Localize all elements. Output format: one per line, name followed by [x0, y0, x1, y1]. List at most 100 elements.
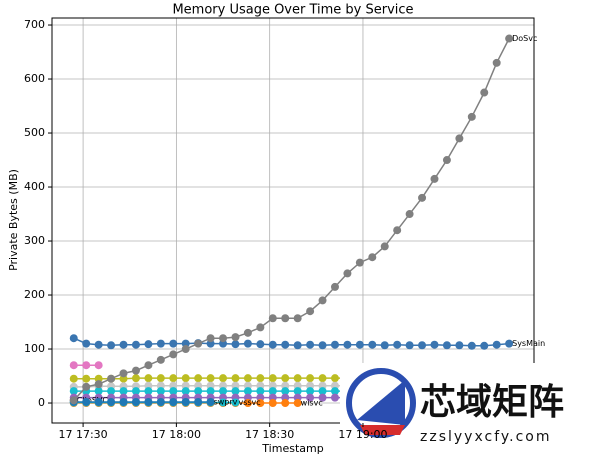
point: [442, 156, 451, 165]
y-axis-label: Private Bytes (MB): [7, 169, 20, 271]
y-tick-label: 100: [24, 342, 45, 355]
point: [330, 387, 339, 396]
y-tick-label: 0: [38, 396, 45, 409]
point: [243, 374, 252, 383]
point: [94, 397, 103, 406]
point: [505, 34, 514, 43]
point: [94, 380, 103, 389]
point: [144, 361, 153, 370]
point: [131, 374, 140, 383]
point: [492, 58, 501, 67]
point: [318, 393, 327, 402]
point: [393, 226, 402, 235]
point: [156, 387, 165, 396]
point: [306, 340, 315, 349]
point: [281, 399, 290, 408]
point: [293, 399, 302, 408]
point: [243, 328, 252, 337]
point: [194, 397, 203, 406]
point: [380, 341, 389, 350]
point: [169, 339, 178, 348]
point: [231, 333, 240, 342]
point: [368, 340, 377, 349]
point: [306, 307, 315, 316]
point: [306, 374, 315, 383]
point: [281, 387, 290, 396]
point: [206, 374, 215, 383]
point: [206, 387, 215, 396]
point: [430, 174, 439, 183]
watermark-logo-shape: [357, 380, 405, 425]
series-label: DoSvc: [512, 34, 537, 43]
y-tick-label: 300: [24, 234, 45, 247]
point: [194, 339, 203, 348]
point: [107, 387, 116, 396]
point: [131, 340, 140, 349]
point: [293, 387, 302, 396]
point: [256, 387, 265, 396]
point: [219, 374, 228, 383]
point: [256, 323, 265, 332]
point: [268, 399, 277, 408]
point: [82, 374, 91, 383]
point: [293, 341, 302, 350]
point: [206, 334, 215, 343]
point: [256, 374, 265, 383]
point: [156, 374, 165, 383]
point: [107, 397, 116, 406]
point: [505, 339, 514, 348]
point: [69, 387, 78, 396]
point: [380, 242, 389, 251]
point: [330, 374, 339, 383]
point: [343, 340, 352, 349]
point: [281, 314, 290, 323]
watermark-url: zzslyyxcfy.com: [420, 429, 552, 445]
point: [69, 374, 78, 383]
point: [144, 397, 153, 406]
point: [156, 339, 165, 348]
point: [119, 340, 128, 349]
point: [219, 398, 228, 407]
point: [281, 340, 290, 349]
point: [131, 387, 140, 396]
point: [231, 398, 240, 407]
series-label: ClipSVC: [77, 396, 109, 405]
point: [418, 193, 427, 202]
x-axis-label: Timestamp: [261, 442, 323, 455]
point: [268, 340, 277, 349]
point: [144, 340, 153, 349]
point: [181, 397, 190, 406]
point: [330, 282, 339, 291]
point: [442, 341, 451, 350]
point: [268, 387, 277, 396]
point: [281, 374, 290, 383]
point: [144, 387, 153, 396]
point: [194, 387, 203, 396]
point: [206, 397, 215, 406]
point: [169, 397, 178, 406]
point: [418, 341, 427, 350]
point: [181, 374, 190, 383]
point: [243, 399, 252, 408]
point: [293, 314, 302, 323]
point: [82, 382, 91, 391]
point: [343, 269, 352, 278]
point: [156, 355, 165, 364]
point: [94, 340, 103, 349]
point: [169, 374, 178, 383]
point: [430, 340, 439, 349]
point: [144, 374, 153, 383]
point: [231, 340, 240, 349]
point: [243, 339, 252, 348]
x-tick-label: 17 19:00: [338, 428, 387, 441]
point: [480, 88, 489, 97]
point: [355, 258, 364, 267]
point: [131, 366, 140, 375]
point: [318, 387, 327, 396]
point: [119, 369, 128, 378]
point: [94, 387, 103, 396]
series-label: swprv: [214, 397, 238, 406]
watermark-title: 芯域矩阵: [420, 382, 564, 423]
point: [330, 340, 339, 349]
